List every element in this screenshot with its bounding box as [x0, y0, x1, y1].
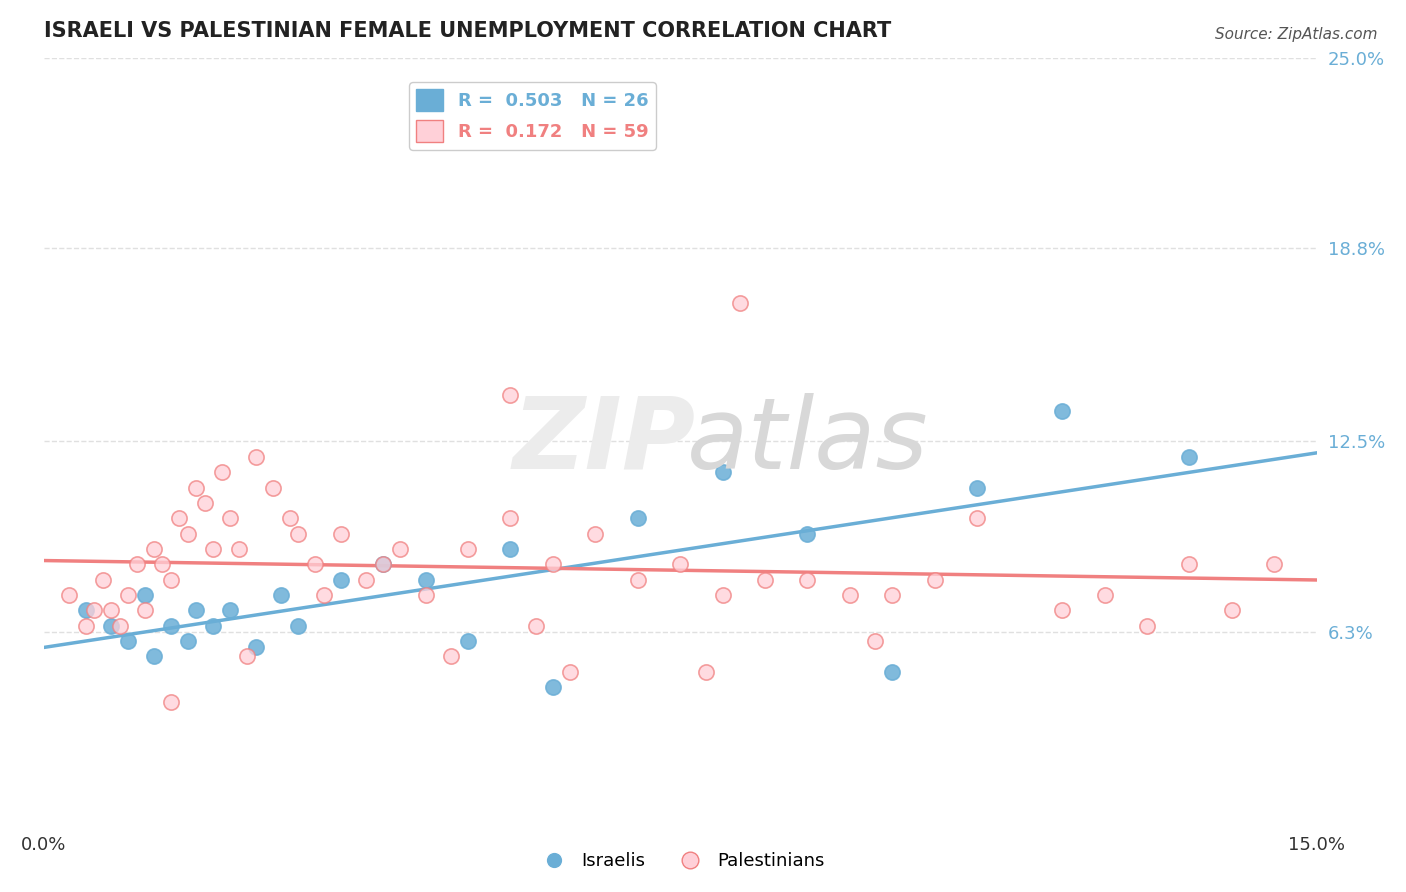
Point — [312, 588, 335, 602]
Legend: Israelis, Palestinians: Israelis, Palestinians — [529, 846, 832, 878]
Point — [287, 526, 309, 541]
Point — [202, 618, 225, 632]
Point — [228, 541, 250, 556]
Point — [100, 618, 122, 632]
Point — [711, 588, 734, 602]
Point — [160, 695, 183, 709]
Point — [108, 618, 131, 632]
Point — [270, 588, 292, 602]
Point — [865, 634, 887, 648]
Point — [499, 511, 522, 525]
Point — [142, 649, 165, 664]
Point — [669, 558, 692, 572]
Point — [125, 558, 148, 572]
Point — [966, 481, 988, 495]
Point — [329, 526, 352, 541]
Point — [1178, 450, 1201, 464]
Point — [796, 526, 818, 541]
Point — [150, 558, 173, 572]
Point — [202, 541, 225, 556]
Point — [211, 465, 233, 479]
Point — [924, 573, 946, 587]
Point — [219, 511, 242, 525]
Point — [134, 603, 156, 617]
Point — [75, 603, 97, 617]
Point — [711, 465, 734, 479]
Point — [728, 296, 751, 310]
Point — [541, 680, 564, 694]
Point — [1220, 603, 1243, 617]
Point — [58, 588, 80, 602]
Point — [287, 618, 309, 632]
Point — [219, 603, 242, 617]
Point — [415, 588, 437, 602]
Point — [1050, 403, 1073, 417]
Point — [1263, 558, 1285, 572]
Point — [499, 388, 522, 402]
Point — [541, 558, 564, 572]
Point — [117, 634, 139, 648]
Point — [177, 526, 200, 541]
Point — [389, 541, 412, 556]
Point — [371, 558, 394, 572]
Point — [882, 665, 904, 679]
Point — [966, 511, 988, 525]
Point — [245, 450, 267, 464]
Point — [1136, 618, 1159, 632]
Point — [262, 481, 284, 495]
Point — [83, 603, 105, 617]
Point — [245, 640, 267, 655]
Point — [457, 541, 479, 556]
Point — [754, 573, 776, 587]
Point — [457, 634, 479, 648]
Point — [186, 481, 208, 495]
Point — [177, 634, 200, 648]
Point — [117, 588, 139, 602]
Point — [354, 573, 377, 587]
Point — [100, 603, 122, 617]
Point — [169, 511, 191, 525]
Point — [160, 573, 183, 587]
Point — [627, 511, 650, 525]
Text: ZIP: ZIP — [512, 393, 695, 490]
Point — [304, 558, 326, 572]
Point — [160, 618, 183, 632]
Text: ISRAELI VS PALESTINIAN FEMALE UNEMPLOYMENT CORRELATION CHART: ISRAELI VS PALESTINIAN FEMALE UNEMPLOYME… — [44, 21, 891, 41]
Point — [499, 541, 522, 556]
Point — [558, 665, 581, 679]
Point — [236, 649, 259, 664]
Point — [1094, 588, 1116, 602]
Point — [371, 558, 394, 572]
Point — [194, 496, 217, 510]
Point — [524, 618, 547, 632]
Point — [142, 541, 165, 556]
Point — [75, 618, 97, 632]
Text: Source: ZipAtlas.com: Source: ZipAtlas.com — [1215, 27, 1378, 42]
Point — [415, 573, 437, 587]
Point — [1178, 558, 1201, 572]
Point — [278, 511, 301, 525]
Point — [583, 526, 606, 541]
Point — [134, 588, 156, 602]
Point — [91, 573, 114, 587]
Point — [839, 588, 862, 602]
Point — [440, 649, 463, 664]
Point — [796, 573, 818, 587]
Point — [1050, 603, 1073, 617]
Text: atlas: atlas — [686, 393, 928, 490]
Point — [882, 588, 904, 602]
Point — [695, 665, 717, 679]
Point — [627, 573, 650, 587]
Point — [329, 573, 352, 587]
Point — [186, 603, 208, 617]
